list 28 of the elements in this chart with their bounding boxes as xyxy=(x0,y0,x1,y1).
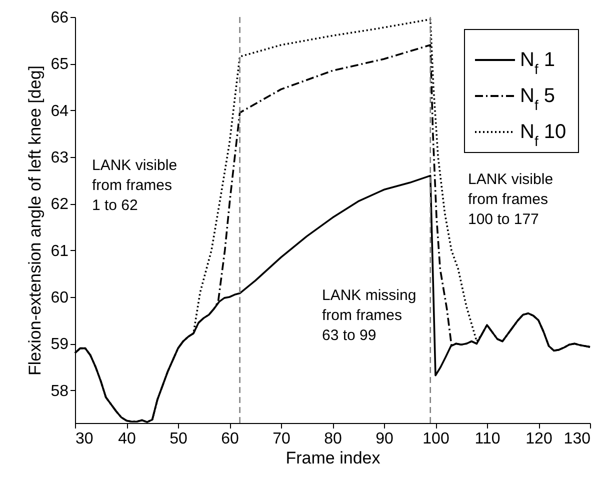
x-tick-label: 50 xyxy=(170,430,188,448)
x-tick-label: 40 xyxy=(118,430,136,448)
x-tick-label: 80 xyxy=(324,430,342,448)
annotation: LANK visible from frames 100 to 177 xyxy=(468,171,554,228)
y-tick-label: 58 xyxy=(50,382,69,400)
x-tick-label: 90 xyxy=(376,430,394,448)
y-tick-label: 64 xyxy=(50,102,69,120)
y-tick-label: 65 xyxy=(50,56,69,74)
y-tick-label: 61 xyxy=(50,242,69,260)
x-tick-label: 110 xyxy=(474,430,500,448)
y-tick-label: 60 xyxy=(50,290,69,306)
x-tick-label: 120 xyxy=(526,430,552,448)
x-tick-label: 100 xyxy=(422,430,450,448)
x-tick-label: 130 xyxy=(564,430,591,448)
x-tick-label: 60 xyxy=(221,430,239,448)
x-tick-label: 70 xyxy=(272,430,290,448)
y-axis-title: Flexion-extension angle of left knee [deg] xyxy=(26,66,45,376)
x-axis-title: Frame index xyxy=(286,448,381,468)
x-tick-label: 30 xyxy=(76,430,94,448)
y-tick-label: 66 xyxy=(50,10,69,26)
legend-label: N$_{f}$ 1 xyxy=(520,49,556,77)
y-tick-label: 59 xyxy=(50,336,69,354)
annotation: LANK missing from frames 63 to 99 xyxy=(322,287,416,344)
y-tick-label: 63 xyxy=(50,150,69,166)
annotation: LANK visible from frames 1 to 62 xyxy=(92,157,178,214)
y-tick-label: 62 xyxy=(50,196,69,214)
legend-label: N$_{f}$ 5 xyxy=(520,85,556,113)
legend-label: N$_{f}$ 10 xyxy=(520,121,566,149)
